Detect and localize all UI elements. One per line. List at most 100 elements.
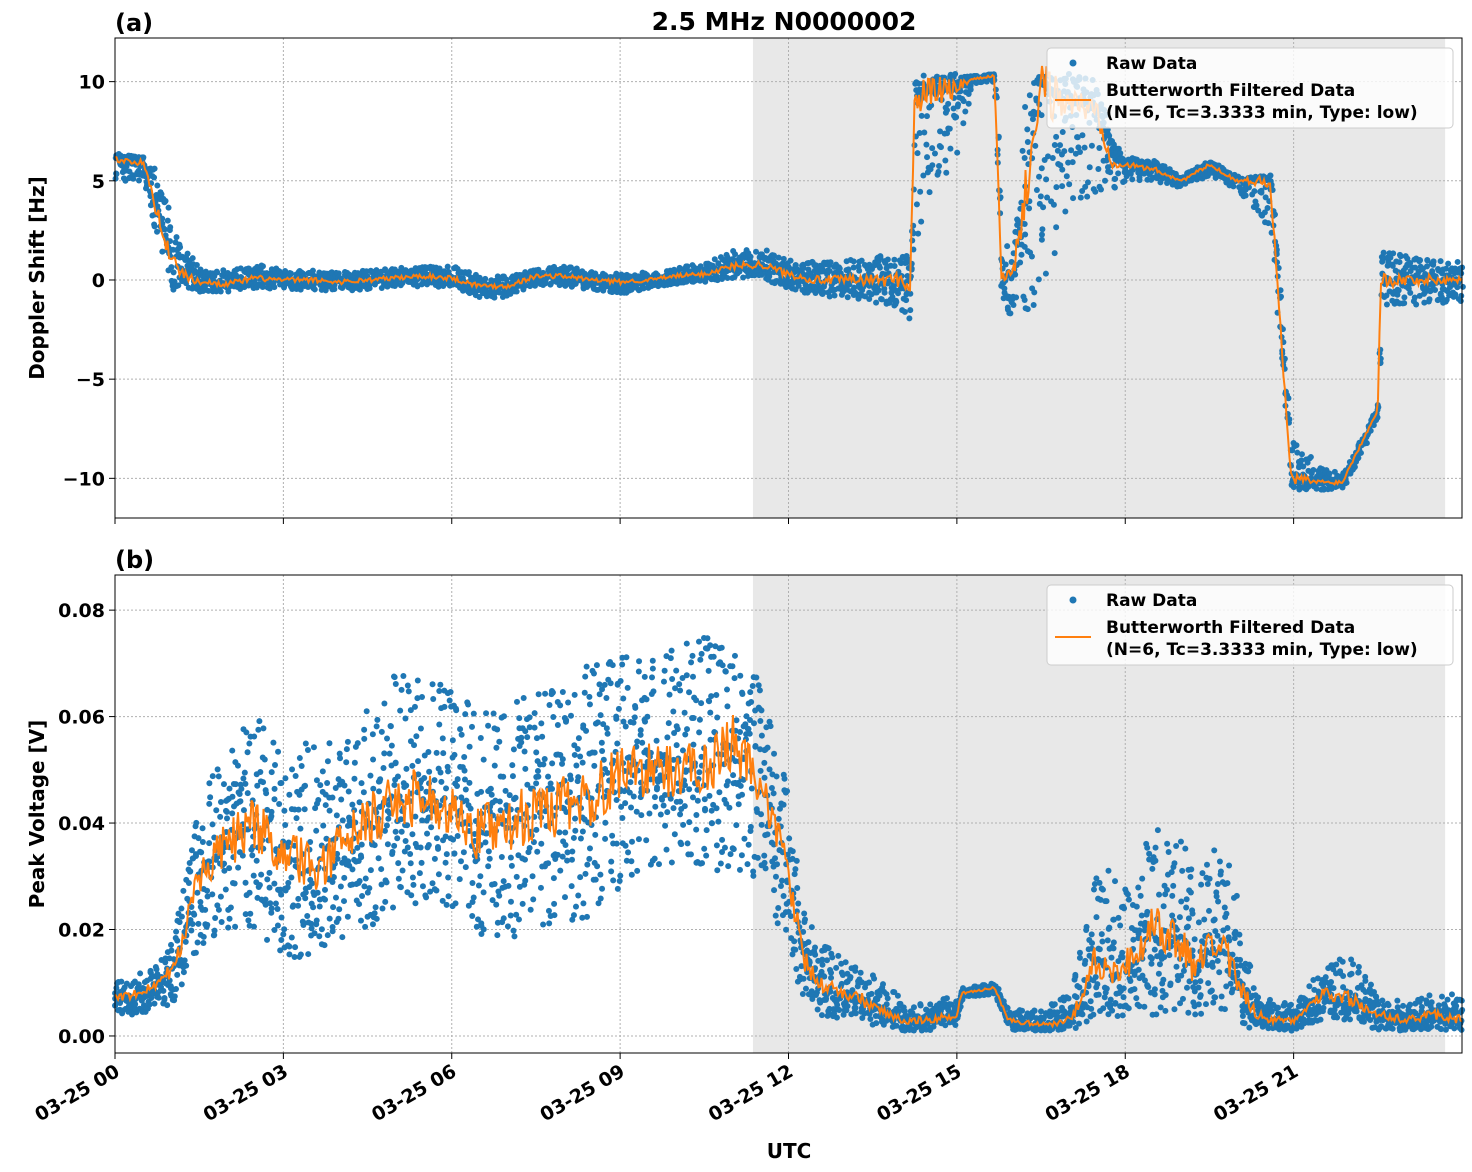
raw-data-point <box>1096 183 1103 190</box>
raw-data-point <box>242 780 249 787</box>
raw-data-point <box>609 832 616 839</box>
raw-data-point <box>343 759 350 766</box>
raw-data-point <box>358 841 365 848</box>
raw-data-point <box>694 797 701 804</box>
raw-data-point <box>1054 147 1061 154</box>
raw-data-point <box>1290 484 1297 491</box>
y-tick-label: 0 <box>92 270 105 292</box>
raw-data-point <box>246 889 253 896</box>
raw-data-point <box>278 936 285 943</box>
raw-data-point <box>1074 134 1081 141</box>
raw-data-point <box>1261 209 1268 216</box>
raw-data-point <box>1077 194 1084 201</box>
raw-data-point <box>456 876 463 883</box>
raw-data-point <box>207 794 214 801</box>
raw-data-point <box>402 715 409 722</box>
raw-data-point <box>267 900 274 907</box>
raw-data-point <box>1267 172 1274 179</box>
raw-data-point <box>556 829 563 836</box>
raw-data-point <box>540 921 547 928</box>
raw-data-point <box>795 282 802 289</box>
raw-data-point <box>509 773 516 780</box>
raw-data-point <box>1459 283 1466 290</box>
raw-data-point <box>339 934 346 941</box>
raw-data-point <box>480 889 487 896</box>
raw-data-point <box>710 653 717 660</box>
raw-data-point <box>206 780 213 787</box>
raw-data-point <box>850 264 857 271</box>
raw-data-point <box>185 880 192 887</box>
raw-data-point <box>1298 451 1305 458</box>
raw-data-point <box>725 863 732 870</box>
raw-data-point <box>490 710 497 717</box>
raw-data-point <box>881 285 888 292</box>
raw-data-point <box>388 742 395 749</box>
raw-data-point <box>321 886 328 893</box>
raw-data-point <box>737 672 744 679</box>
raw-data-point <box>439 735 446 742</box>
raw-data-point <box>212 915 219 922</box>
raw-data-point <box>733 822 740 829</box>
raw-data-point <box>622 800 629 807</box>
raw-data-point <box>1053 133 1060 140</box>
raw-data-point <box>257 769 264 776</box>
raw-data-point <box>851 284 858 291</box>
raw-data-point <box>1042 270 1049 277</box>
raw-data-point <box>738 852 745 859</box>
raw-data-point <box>562 829 569 836</box>
raw-data-point <box>926 189 933 196</box>
raw-data-point <box>731 675 738 682</box>
raw-data-point <box>1286 416 1293 423</box>
raw-data-point <box>330 904 337 911</box>
raw-data-point <box>590 670 597 677</box>
y-tick-label: 10 <box>79 72 105 94</box>
raw-data-point <box>1092 188 1099 195</box>
raw-data-point <box>1154 175 1161 182</box>
raw-data-point <box>758 271 765 278</box>
raw-data-point <box>154 228 161 235</box>
raw-data-point <box>357 917 364 924</box>
raw-data-point <box>336 750 343 757</box>
raw-data-point <box>545 907 552 914</box>
raw-data-point <box>936 163 943 170</box>
raw-data-point <box>501 713 508 720</box>
raw-data-point <box>209 821 216 828</box>
raw-data-point <box>673 742 680 749</box>
raw-data-point <box>446 697 453 704</box>
raw-data-point <box>599 748 606 755</box>
raw-data-point <box>232 923 239 930</box>
raw-data-point <box>681 709 688 716</box>
raw-data-point <box>295 806 302 813</box>
raw-data-point <box>1070 195 1077 202</box>
raw-data-point <box>583 913 590 920</box>
raw-data-point <box>1028 253 1035 260</box>
raw-data-point <box>628 858 635 865</box>
raw-data-point <box>603 695 610 702</box>
raw-data-point <box>1038 231 1045 238</box>
raw-data-point <box>452 900 459 907</box>
raw-data-point <box>270 739 277 746</box>
raw-data-point <box>1059 166 1066 173</box>
raw-data-point <box>901 308 908 315</box>
raw-data-point <box>1031 289 1038 296</box>
raw-data-point <box>534 848 541 855</box>
raw-data-point <box>877 253 884 260</box>
raw-data-point <box>310 744 317 751</box>
raw-data-point <box>722 668 729 675</box>
raw-data-point <box>137 970 144 977</box>
raw-data-point <box>316 903 323 910</box>
raw-data-point <box>1026 92 1033 99</box>
raw-data-point <box>573 762 580 769</box>
raw-data-point <box>496 798 503 805</box>
raw-data-point <box>923 141 930 148</box>
raw-data-point <box>682 731 689 738</box>
raw-data-point <box>1112 175 1119 182</box>
raw-data-point <box>402 837 409 844</box>
raw-data-point <box>502 787 509 794</box>
raw-data-point <box>507 898 514 905</box>
raw-data-point <box>670 805 677 812</box>
raw-data-point <box>1095 165 1102 172</box>
raw-data-point <box>231 880 238 887</box>
raw-data-point <box>205 287 212 294</box>
raw-data-point <box>513 873 520 880</box>
